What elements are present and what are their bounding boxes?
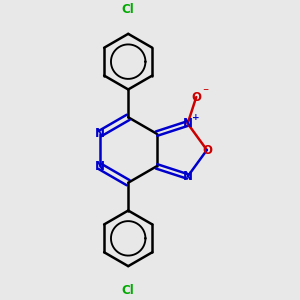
Text: N: N (183, 117, 193, 130)
Text: +: + (192, 113, 200, 122)
Text: N: N (183, 170, 193, 183)
Text: O: O (191, 91, 201, 103)
Text: Cl: Cl (122, 284, 135, 297)
Text: N: N (95, 160, 105, 173)
Text: Cl: Cl (122, 3, 135, 16)
Text: N: N (95, 127, 105, 140)
Text: O: O (202, 143, 212, 157)
Text: ⁻: ⁻ (202, 86, 208, 99)
